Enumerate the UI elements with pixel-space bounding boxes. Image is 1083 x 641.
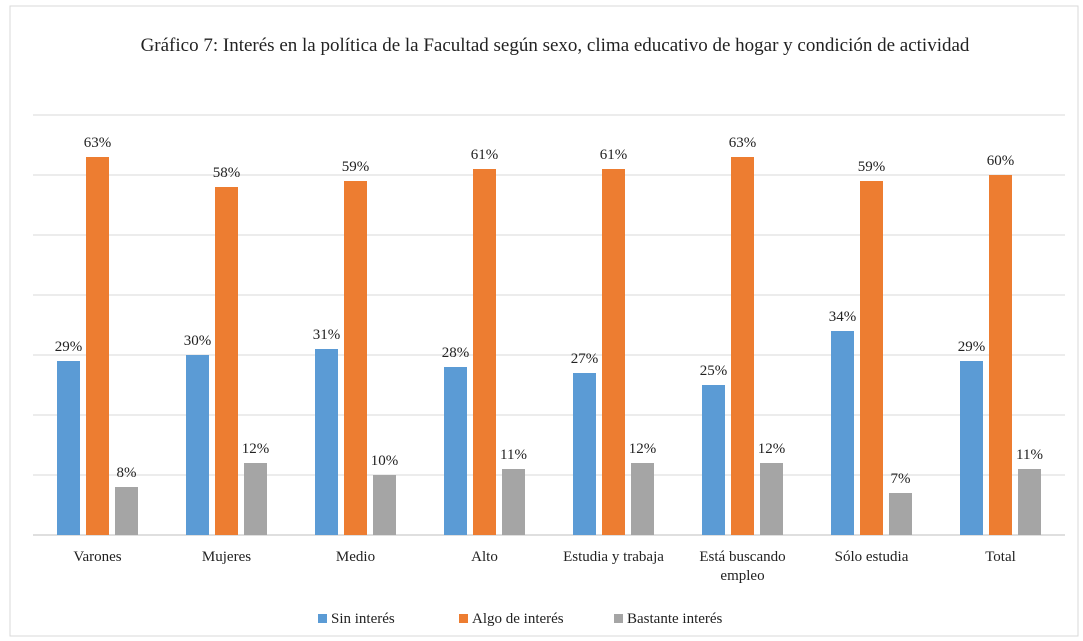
bar [1018, 469, 1041, 535]
legend-swatch [614, 614, 623, 623]
bar [215, 187, 238, 535]
bar [57, 361, 80, 535]
data-label: 30% [184, 333, 212, 349]
data-label: 29% [958, 339, 986, 355]
data-label: 31% [313, 327, 341, 343]
bar [86, 157, 109, 535]
bar [702, 385, 725, 535]
x-tick-label: Medio [335, 549, 376, 565]
legend-label: Algo de interés [472, 611, 564, 627]
x-tick-label: Mujeres [201, 549, 252, 565]
bar [573, 373, 596, 535]
data-label: 59% [342, 159, 370, 175]
bar [186, 355, 209, 535]
data-label: 11% [500, 447, 527, 463]
data-label: 12% [242, 441, 270, 457]
bar [860, 181, 883, 535]
bar [889, 493, 912, 535]
x-tick-label: Alto [471, 549, 498, 565]
legend-swatch [318, 614, 327, 623]
x-tick-label: Varones [73, 549, 122, 565]
x-tick-label: Total [985, 549, 1016, 565]
data-label: 34% [829, 309, 857, 325]
bar [373, 475, 396, 535]
data-label: 28% [442, 345, 470, 361]
data-label: 59% [858, 159, 886, 175]
data-label: 61% [471, 147, 499, 163]
data-label: 63% [84, 135, 112, 151]
data-label: 61% [600, 147, 628, 163]
bar [244, 463, 267, 535]
bar [989, 175, 1012, 535]
data-label: 8% [117, 465, 137, 481]
data-label: 12% [758, 441, 786, 457]
data-label: 63% [729, 135, 757, 151]
legend-swatch [459, 614, 468, 623]
bar [444, 367, 467, 535]
x-tick-label: Estudia y trabaja [563, 549, 664, 565]
data-label: 58% [213, 165, 241, 181]
bar [760, 463, 783, 535]
bar [960, 361, 983, 535]
bar [831, 331, 854, 535]
x-tick-label: Sólo estudia [834, 549, 909, 565]
bar [502, 469, 525, 535]
bar [602, 169, 625, 535]
bar [631, 463, 654, 535]
legend-label: Sin interés [331, 611, 395, 627]
chart-title: Gráfico 7: Interés en la política de la … [140, 35, 970, 56]
data-label: 10% [371, 453, 399, 469]
legend-label: Bastante interés [627, 611, 723, 627]
data-label: 60% [987, 153, 1015, 169]
chart-border [9, 5, 1079, 637]
bar [315, 349, 338, 535]
x-tick-label: Está buscando empleo [699, 549, 786, 584]
bar [473, 169, 496, 535]
data-label: 25% [700, 363, 728, 379]
data-label: 27% [571, 351, 599, 367]
data-label: 29% [55, 339, 83, 355]
bar [344, 181, 367, 535]
data-label: 11% [1016, 447, 1043, 463]
data-label: 7% [891, 471, 911, 487]
bar [731, 157, 754, 535]
data-label: 12% [629, 441, 657, 457]
bar [115, 487, 138, 535]
